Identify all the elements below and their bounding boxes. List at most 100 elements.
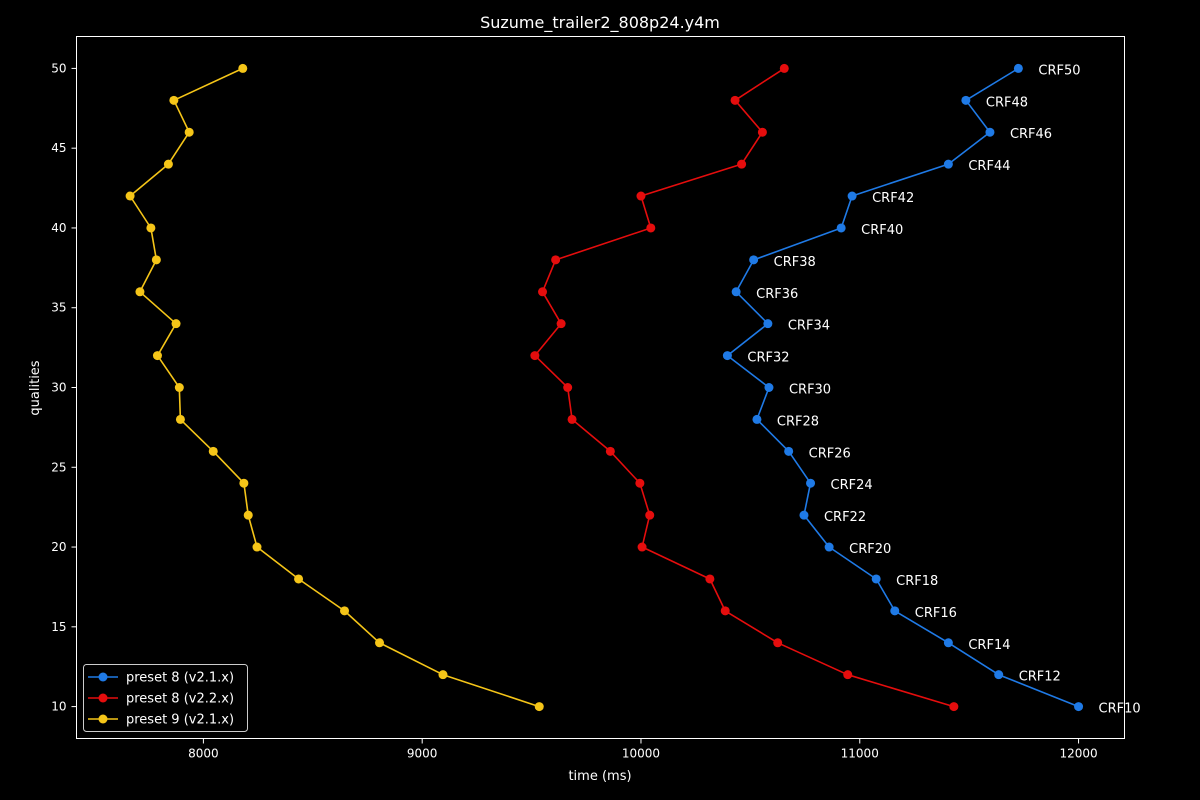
data-point bbox=[174, 383, 184, 392]
crf-label: CRF28 bbox=[777, 414, 819, 429]
y-tick-label: 20 bbox=[51, 540, 66, 554]
data-point bbox=[294, 574, 304, 584]
data-point bbox=[152, 351, 162, 361]
y-axis-label: qualities bbox=[28, 360, 43, 415]
data-point bbox=[730, 95, 740, 105]
y-tick-label: 30 bbox=[51, 381, 66, 395]
data-point bbox=[605, 446, 615, 456]
chart-title: Suzume_trailer2_808p24.y4m bbox=[480, 13, 720, 33]
data-point bbox=[169, 95, 179, 105]
data-point bbox=[961, 95, 971, 105]
crf-label: CRF32 bbox=[747, 351, 789, 366]
y-tick-label: 10 bbox=[51, 700, 66, 714]
series-layer: CRF10 CRF12 CRF14 CRF16 CRF18 CRF20 CRF22 CRF24… bbox=[125, 63, 1141, 717]
data-point bbox=[843, 670, 853, 680]
x-tick-label: 10000 bbox=[622, 747, 660, 761]
data-point bbox=[943, 638, 953, 648]
data-point bbox=[722, 351, 732, 361]
crf-label: CRF50 bbox=[1038, 63, 1080, 78]
crf-label: CRF40 bbox=[861, 223, 903, 238]
data-point bbox=[646, 223, 656, 233]
data-point bbox=[994, 670, 1004, 680]
crf-label: CRF36 bbox=[756, 287, 798, 302]
data-point bbox=[890, 606, 900, 616]
data-point bbox=[985, 127, 995, 137]
data-point bbox=[243, 510, 253, 520]
data-point bbox=[779, 63, 789, 73]
legend-label: preset 8 (v2.1.x) bbox=[126, 671, 234, 686]
data-point bbox=[135, 287, 145, 297]
data-point bbox=[238, 63, 248, 73]
data-point bbox=[146, 223, 156, 233]
legend-label: preset 9 (v2.1.x) bbox=[126, 713, 234, 728]
legend-marker bbox=[98, 693, 108, 703]
y-axis: 10 15 20 25 30 35 40 45 50 bbox=[51, 61, 77, 714]
crf-label: CRF30 bbox=[789, 383, 831, 398]
legend-box bbox=[83, 664, 248, 732]
crf-label: CRF38 bbox=[774, 255, 816, 270]
data-point bbox=[806, 478, 816, 488]
data-point bbox=[534, 702, 544, 712]
data-point bbox=[731, 287, 741, 297]
data-point bbox=[1074, 702, 1084, 712]
data-point bbox=[764, 383, 774, 392]
x-axis-label: time (ms) bbox=[568, 769, 631, 784]
data-point bbox=[871, 574, 881, 584]
data-point bbox=[847, 191, 857, 201]
data-point bbox=[239, 478, 249, 488]
data-point bbox=[151, 255, 161, 265]
crf-label: CRF34 bbox=[788, 319, 830, 334]
y-tick-label: 40 bbox=[51, 221, 66, 235]
legend: preset 8 (v2.1.x) preset 8 (v2.2.x) preset… bbox=[83, 664, 248, 732]
crf-label: CRF26 bbox=[809, 446, 851, 461]
data-point bbox=[375, 638, 385, 648]
y-tick-label: 25 bbox=[51, 460, 66, 474]
data-point bbox=[784, 446, 794, 456]
crf-label: CRF48 bbox=[986, 95, 1028, 110]
crf-label: CRF20 bbox=[849, 542, 891, 557]
crf-label: CRF22 bbox=[824, 510, 866, 525]
x-axis: 8000 9000 10000 11000 12000 bbox=[188, 738, 1098, 761]
data-point bbox=[163, 159, 173, 169]
data-point bbox=[752, 414, 762, 424]
crf-label: CRF14 bbox=[968, 638, 1010, 653]
plot-area bbox=[76, 36, 1125, 739]
data-point bbox=[645, 510, 655, 520]
data-point bbox=[184, 127, 194, 137]
data-point bbox=[949, 702, 959, 712]
data-point bbox=[763, 319, 773, 329]
data-point bbox=[799, 510, 809, 520]
data-point bbox=[551, 255, 561, 265]
data-point bbox=[538, 287, 548, 297]
data-point bbox=[943, 159, 953, 169]
data-point bbox=[737, 159, 747, 169]
x-tick-label: 12000 bbox=[1059, 747, 1097, 761]
data-point bbox=[636, 191, 646, 201]
data-point bbox=[530, 351, 540, 361]
data-point bbox=[125, 191, 135, 201]
data-point bbox=[705, 574, 715, 584]
y-tick-label: 35 bbox=[51, 301, 66, 315]
data-point bbox=[340, 606, 350, 616]
crf-label: CRF24 bbox=[831, 478, 873, 493]
crf-label: CRF42 bbox=[872, 191, 914, 206]
data-point bbox=[720, 606, 730, 616]
crf-label: CRF46 bbox=[1010, 127, 1052, 142]
y-tick-label: 50 bbox=[51, 61, 66, 75]
x-tick-label: 9000 bbox=[407, 747, 438, 761]
data-point bbox=[749, 255, 759, 265]
data-point bbox=[567, 414, 577, 424]
series-2 bbox=[530, 63, 959, 712]
data-point bbox=[175, 414, 185, 424]
data-point bbox=[1013, 63, 1023, 73]
legend-label: preset 8 (v2.2.x) bbox=[126, 692, 234, 707]
crf-label: CRF18 bbox=[896, 574, 938, 589]
data-point bbox=[836, 223, 846, 233]
data-point bbox=[757, 127, 767, 137]
x-tick-label: 8000 bbox=[188, 747, 219, 761]
crf-label: CRF44 bbox=[968, 159, 1010, 174]
legend-marker bbox=[98, 672, 108, 682]
data-point bbox=[556, 319, 566, 329]
legend-marker bbox=[98, 714, 108, 724]
